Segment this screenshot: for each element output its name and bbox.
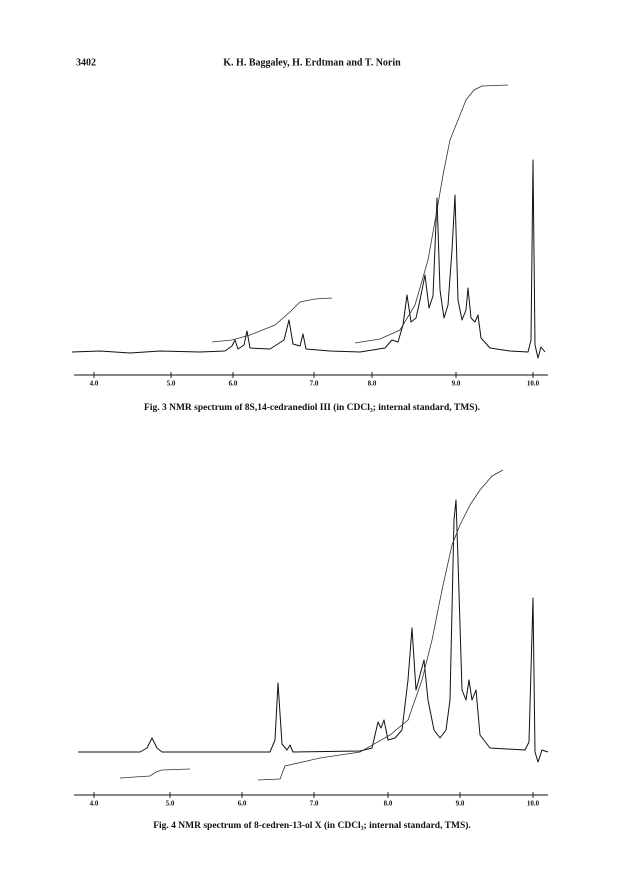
tick-label: 4.0: [90, 380, 99, 388]
integral-curve: [257, 469, 504, 781]
page-number: 3402: [76, 57, 96, 68]
tick-group: 4.0 5.0 6.0 7.0 8.0 9.0 10.0: [90, 372, 540, 388]
figure-4: 4.0 5.0 6.0 7.0 8.0 9.0 10.0 Fig. 4 NMR spectr…: [74, 469, 549, 831]
figure-caption: Fig. 4 NMR spectrum of 8-cedren-13-ol X …: [153, 820, 471, 831]
integral-curve: [119, 768, 191, 779]
tick-label: 4.0: [90, 800, 99, 808]
tick-label: 5.0: [167, 380, 176, 388]
tick-label: 6.0: [229, 380, 238, 388]
running-header: K. H. Baggaley, H. Erdtman and T. Norin: [223, 57, 401, 68]
tick-label: 5.0: [166, 800, 175, 808]
tick-label: 7.0: [310, 800, 319, 808]
integral-curve: [211, 297, 333, 343]
spectrum-trace: [78, 499, 549, 763]
tick-label: 10.0: [527, 380, 540, 388]
figure-caption: Fig. 3 NMR spectrum of 8S,14-cedranediol…: [144, 402, 480, 413]
tick-label: 7.0: [310, 380, 319, 388]
tick-label: 6.0: [238, 800, 247, 808]
tick-label: 9.0: [452, 380, 461, 388]
spectrum-trace: [71, 159, 546, 359]
tick-label: 10.0: [527, 800, 540, 808]
tick-group: 4.0 5.0 6.0 7.0 8.0 9.0 10.0: [90, 792, 540, 808]
figure-3: 4.0 5.0 6.0 7.0 8.0 9.0 10.0 Fig. 3 NMR spectr…: [71, 84, 548, 413]
tick-label: 9.0: [456, 800, 465, 808]
tick-label: 8.0: [368, 380, 377, 388]
tick-label: 8.0: [384, 800, 393, 808]
integral-curve: [354, 84, 509, 344]
